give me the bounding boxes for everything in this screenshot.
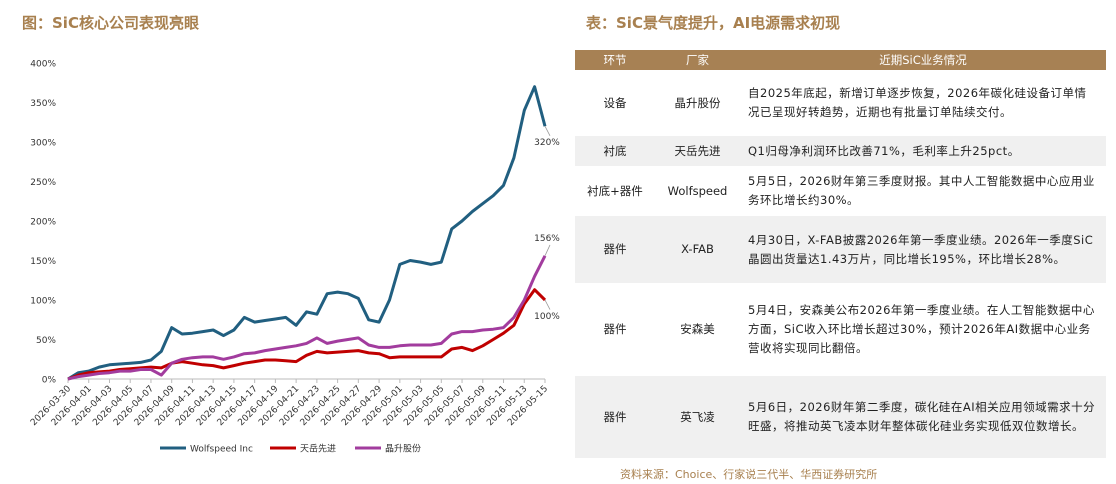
table-cell: 安森美 [680, 322, 715, 336]
table-cell: Wolfspeed [667, 183, 728, 198]
y-tick-label: 150% [30, 257, 56, 267]
table-cell: 器件 [575, 376, 655, 458]
header-row: 环节 厂家 近期SiC业务情况 [575, 50, 1106, 70]
table-cell: 衬底+器件 [587, 183, 643, 198]
y-tick-label: 250% [30, 178, 56, 188]
label-leader [544, 244, 551, 256]
data-label: 100% [534, 312, 560, 322]
data-label: 156% [534, 234, 560, 244]
description-cell: 5月6日，2026财年第二季度，碳化硅在AI相关应用领域需求十分旺盛，将推动英飞… [740, 376, 1106, 458]
table-cell: 天岳先进 [655, 136, 740, 166]
table-title: 表：SiC景气度提升，AI电源需求初现 [586, 14, 841, 32]
table-cell: 衬底 [575, 136, 655, 166]
table-row: 衬底+器件 Wolfspeed 5月5日，2026财年第三季度财报。其中人工智能数据… [575, 166, 1106, 216]
description-cell: Q1归母净利润环比改善71%，毛利率上升25pct。 [740, 136, 1106, 166]
label-leader [544, 126, 551, 136]
source: 资料来源：Choice、行家说三代半、华西证券研究所 [620, 468, 878, 481]
table-cell: 器件 [575, 216, 655, 283]
table-cell: 设备 [603, 95, 627, 110]
table: 环节 厂家 近期SiC业务情况 设备 晶升股份 自2025年底起，新增订单逐步恢复，20… [575, 50, 1106, 458]
y-tick-label: 300% [30, 139, 56, 149]
table-row: 衬底 天岳先进 Q1归母净利润环比改善71%，毛利率上升25pct。 [575, 136, 1106, 166]
table-row: 器件 英飞凌 5月6日，2026财年第二季度，碳化硅在AI相关应用领域需求十分旺盛，… [575, 376, 1106, 458]
y-tick-label: 350% [30, 99, 56, 109]
table-cell: 晶升股份 [674, 95, 721, 110]
y-tick-label: 100% [30, 297, 56, 307]
table-row: 器件 X-FAB 4月30日，X-FAB披露2026年第一季度业绩。2026年一季度… [575, 216, 1106, 283]
series-line [67, 288, 547, 381]
header-cell: 近期SiC业务情况 [740, 50, 1106, 70]
legend-label: 晶升股份 [385, 443, 421, 455]
description-cell: 自2025年底起，新增订单逐步恢复，2026年碳化硅设备订单情况已呈现好转趋势，… [748, 86, 1087, 119]
y-tick-label: 50% [36, 336, 56, 346]
data-label: 320% [534, 138, 560, 148]
table-cell: X-FAB [655, 216, 740, 283]
chart-title: 图：SiC核心公司表现亮眼 [22, 14, 199, 32]
series-line [67, 255, 547, 381]
description-cell: 5月4日，安森美公布2026年第一季度业绩。在人工智能数据中心方面，SiC收入环… [748, 303, 1095, 355]
legend-label: 天岳先进 [300, 443, 336, 455]
header-cell: 厂家 [655, 50, 740, 70]
table-cell: 英飞凌 [655, 376, 740, 458]
chart: 0%50%100%150%200%250%300%350%400%2026-03… [29, 60, 560, 455]
y-tick-label: 400% [30, 60, 56, 70]
series-line [67, 85, 547, 381]
table-row: 设备 晶升股份 自2025年底起，新增订单逐步恢复，2026年碳化硅设备订单情况已呈… [575, 70, 1106, 136]
header-cell: 环节 [575, 50, 655, 70]
y-tick-label: 0% [42, 376, 57, 386]
table-row: 器件 安森美 5月4日，安森美公布2026年第一季度业绩。在人工智能数据中心方面，S… [575, 283, 1106, 376]
legend-label: Wolfspeed Inc [190, 445, 253, 455]
table-cell: 器件 [603, 322, 627, 336]
y-tick-label: 200% [30, 218, 56, 228]
description-cell: 4月30日，X-FAB披露2026年第一季度业绩。2026年一季度SiC晶圆出货… [740, 216, 1106, 283]
description-cell: 5月5日，2026财年第三季度财报。其中人工智能数据中心应用业务环比增长约30%… [748, 174, 1095, 207]
label-leader [544, 299, 551, 310]
